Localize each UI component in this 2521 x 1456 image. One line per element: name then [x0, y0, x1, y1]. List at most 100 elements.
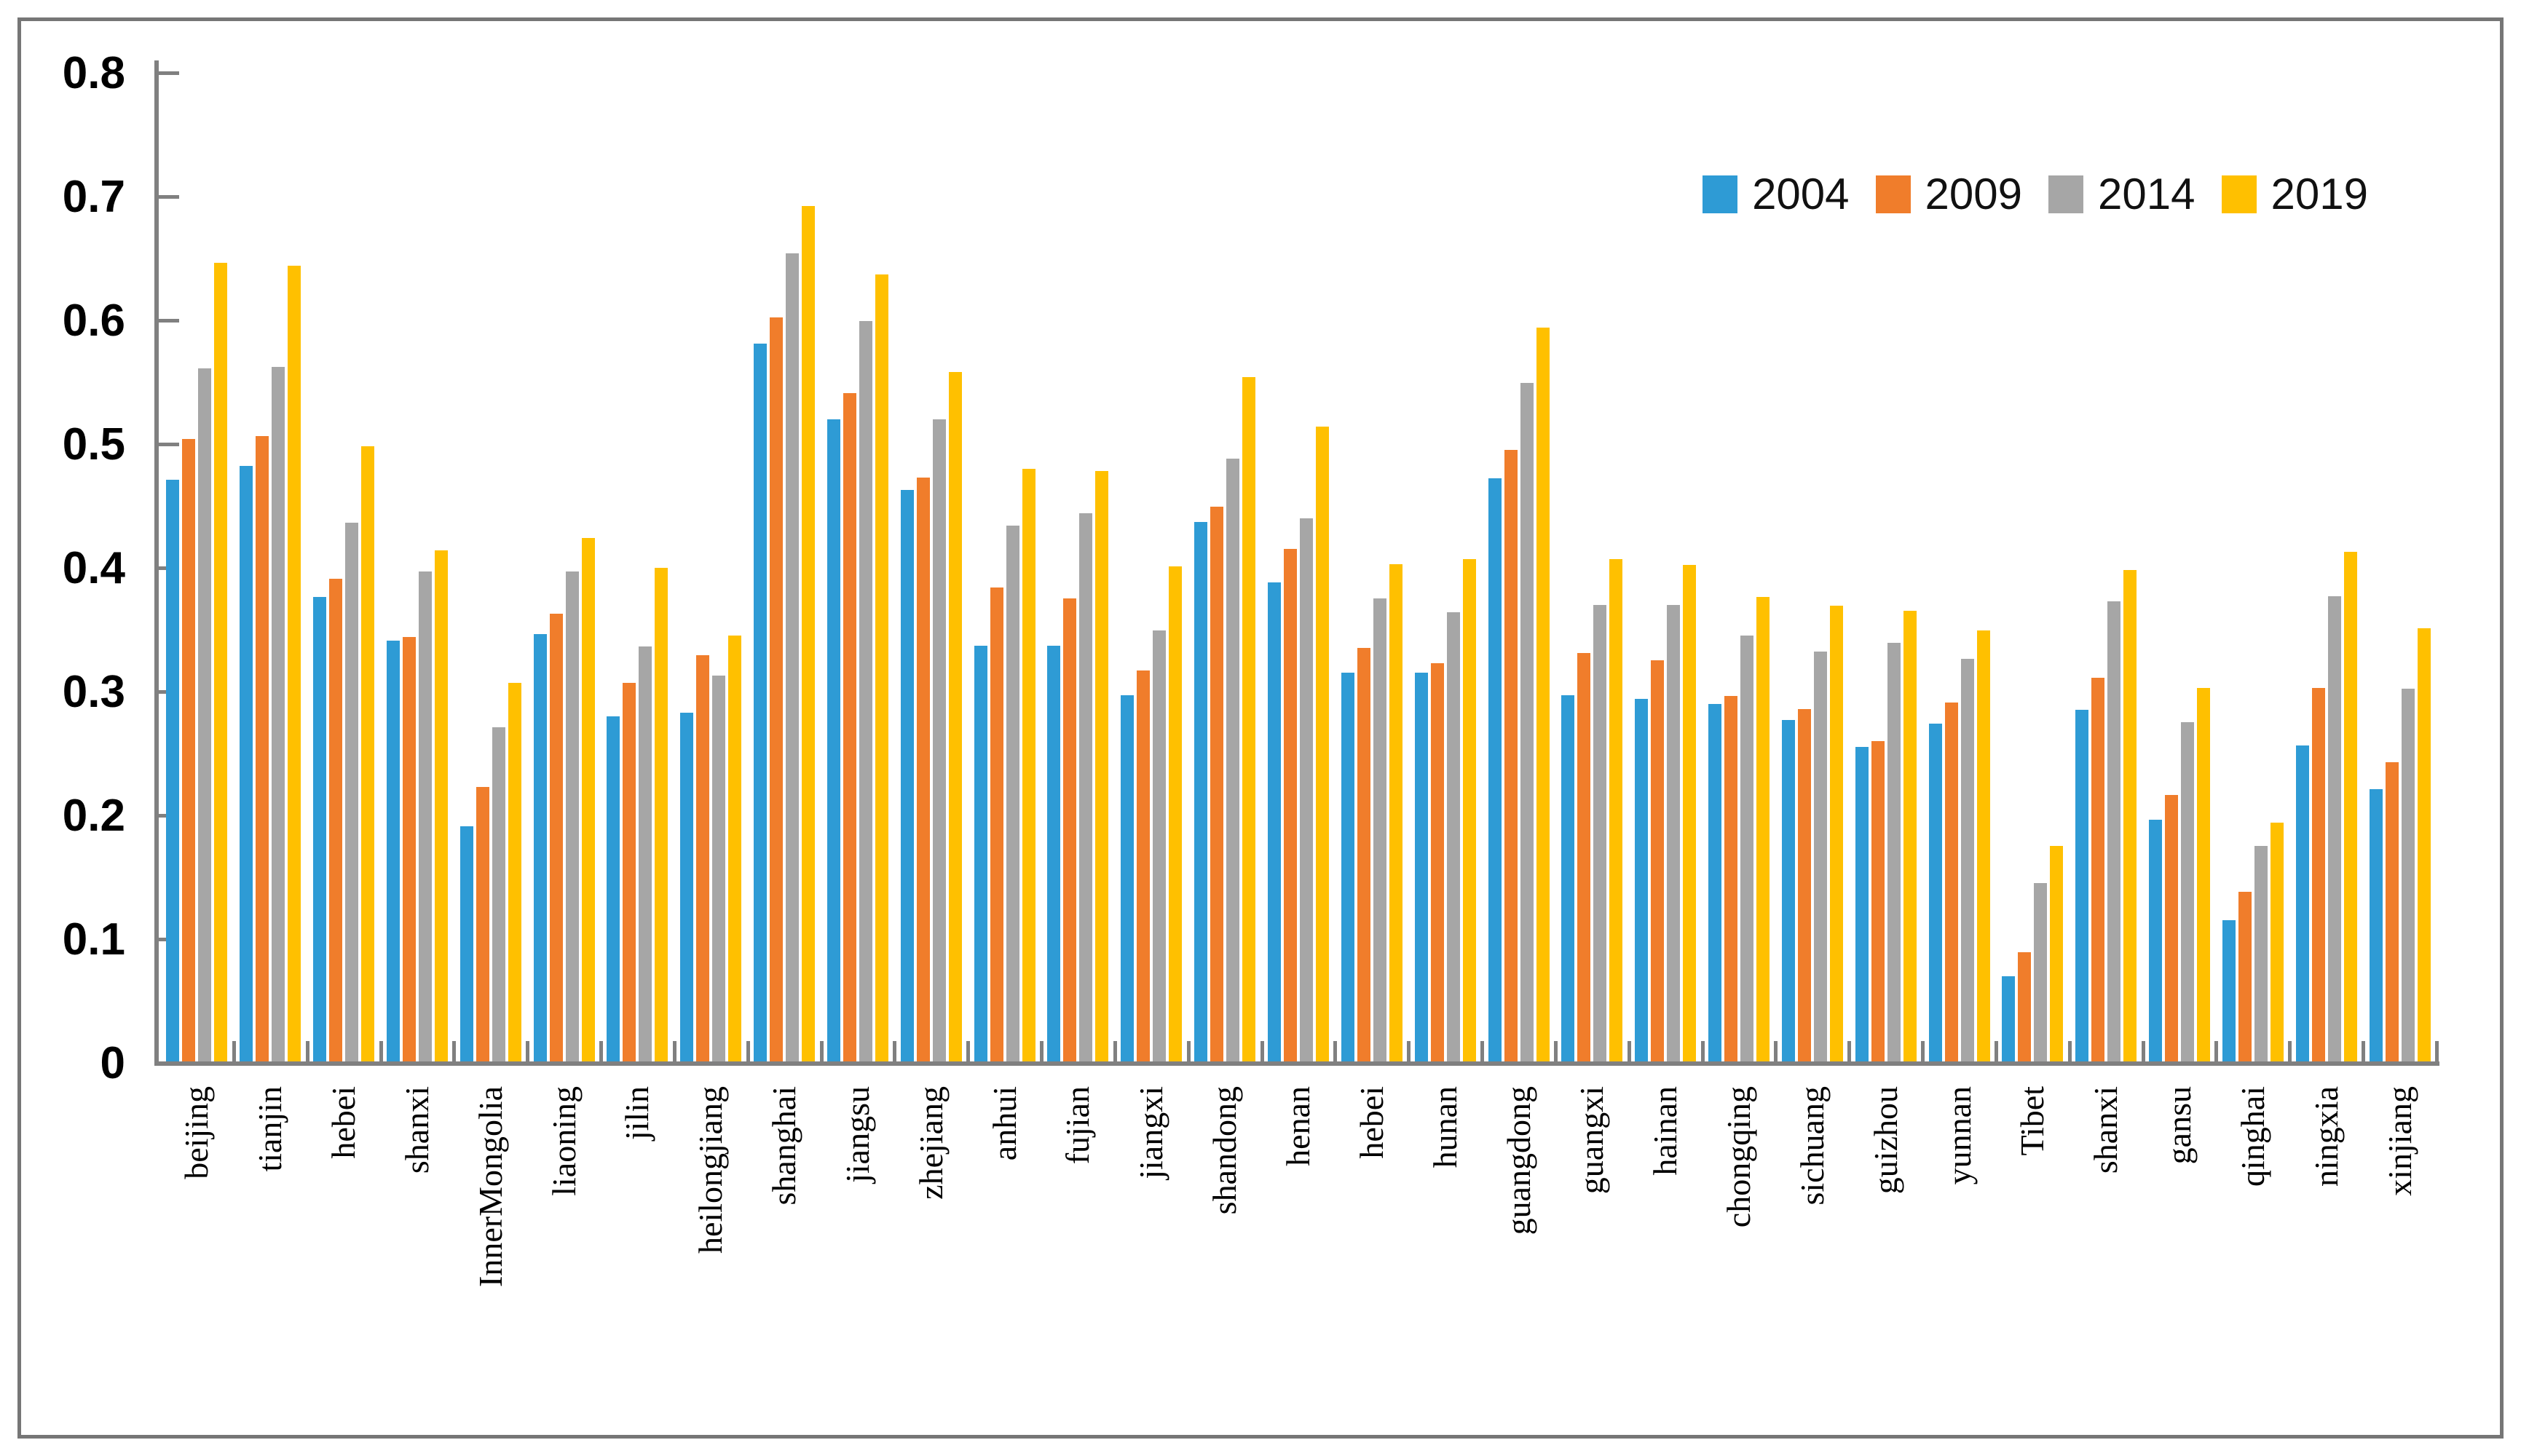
- x-axis-label: henan: [1279, 1086, 1317, 1166]
- bar-liaoning-2009: [549, 614, 563, 1061]
- bar-group-fujian: [1041, 71, 1115, 1061]
- x-axis-tick: [1700, 1041, 1705, 1061]
- bar-group-hunan: [1408, 71, 1482, 1061]
- bar-group-shandong: [1188, 71, 1262, 1061]
- bar-hebei-2009: [329, 579, 343, 1061]
- bar-qinghai-2014: [2254, 846, 2268, 1061]
- bar-jiangxi-2009: [1137, 670, 1151, 1061]
- bar-xinjiang-2004: [2369, 789, 2383, 1061]
- bar-guizhou-2009: [1871, 741, 1885, 1061]
- bar-zhejiang-2014: [932, 419, 946, 1061]
- bar-fujian-2014: [1079, 513, 1093, 1061]
- legend-item-2004: 2004: [1703, 169, 1850, 219]
- bar-shandong-2014: [1226, 459, 1240, 1061]
- x-axis-tick: [2362, 1041, 2366, 1061]
- bar-group-hebei: [1335, 71, 1408, 1061]
- bar-liaoning-2014: [565, 571, 579, 1061]
- bar-yunnan-2019: [1976, 630, 1990, 1061]
- bar-group-yunnan: [1922, 71, 1996, 1061]
- x-axis-tick: [1186, 1041, 1191, 1061]
- bar-anhui-2019: [1022, 469, 1035, 1061]
- x-axis-tick: [1774, 1041, 1778, 1061]
- bar-tianjin-2019: [288, 266, 301, 1061]
- bar-Tibet-2014: [2034, 883, 2048, 1061]
- bar-shanxi-2019: [2123, 570, 2137, 1061]
- x-axis-label: Tibet: [2013, 1086, 2051, 1156]
- bar-heilongjiang-2004: [680, 713, 694, 1061]
- legend-label: 2014: [2098, 170, 2195, 218]
- bar-beijing-2009: [182, 439, 196, 1061]
- bar-jiangxi-2014: [1153, 630, 1167, 1061]
- bar-group-beijing: [160, 71, 234, 1061]
- x-axis-tick: [1627, 1041, 1631, 1061]
- bar-tianjin-2009: [256, 436, 269, 1061]
- x-axis-label: chongqing: [1720, 1086, 1758, 1228]
- bar-shanghai-2014: [786, 253, 800, 1061]
- x-axis-line: [154, 1061, 2439, 1066]
- x-axis-label: shanghai: [765, 1086, 803, 1206]
- x-axis-label: guangxi: [1573, 1086, 1611, 1195]
- bar-group-zhejiang: [894, 71, 968, 1061]
- bar-group-tianjin: [234, 71, 307, 1061]
- x-axis-label: jiangxi: [1132, 1086, 1170, 1179]
- bar-guangxi-2004: [1561, 695, 1575, 1061]
- bar-anhui-2004: [974, 646, 987, 1061]
- bar-ningxia-2009: [2311, 688, 2325, 1061]
- bar-shanghai-2004: [754, 344, 768, 1061]
- bar-shanxi-2004: [2075, 710, 2089, 1061]
- x-axis-tick: [2435, 1041, 2439, 1061]
- x-axis-label: yunnan: [1940, 1086, 1978, 1185]
- x-axis-label: sichuang: [1793, 1086, 1831, 1206]
- bar-shanghai-2009: [770, 317, 784, 1061]
- legend-swatch-2014: [2048, 175, 2084, 213]
- bar-group-jiangxi: [1115, 71, 1188, 1061]
- bar-group-xinjiang: [2363, 71, 2437, 1061]
- bar-shanxi-2009: [2091, 678, 2105, 1061]
- y-axis-tick-label: 0: [100, 1038, 125, 1088]
- x-axis-label: tianjin: [251, 1086, 289, 1172]
- bar-Tibet-2009: [2018, 952, 2032, 1061]
- x-axis-tick: [1113, 1041, 1117, 1061]
- bar-hebei-2019: [361, 446, 375, 1061]
- bar-jiangsu-2014: [859, 321, 872, 1061]
- bar-shanxi-2014: [418, 571, 432, 1061]
- y-axis-tick-label: 0.6: [62, 296, 125, 346]
- bar-jiangsu-2009: [843, 393, 856, 1061]
- bar-henan-2004: [1267, 582, 1281, 1061]
- x-axis-tick: [746, 1041, 750, 1061]
- bar-beijing-2014: [198, 368, 212, 1061]
- bar-hunan-2014: [1446, 612, 1460, 1061]
- x-axis-label: gansu: [2161, 1086, 2198, 1165]
- bar-heilongjiang-2014: [712, 676, 726, 1061]
- x-axis-tick: [2214, 1041, 2219, 1061]
- bar-sichuang-2009: [1797, 709, 1811, 1061]
- x-axis-label: ningxia: [2307, 1086, 2345, 1187]
- bar-jilin-2019: [655, 568, 668, 1061]
- legend-swatch-2004: [1703, 175, 1738, 213]
- legend-swatch-2019: [2221, 175, 2257, 213]
- bar-fujian-2009: [1063, 598, 1077, 1061]
- x-axis-label: shanxi: [398, 1086, 435, 1174]
- bar-ningxia-2014: [2327, 596, 2341, 1061]
- x-axis-tick: [1040, 1041, 1044, 1061]
- x-axis-tick: [1994, 1041, 1998, 1061]
- x-axis-tick: [1921, 1041, 1925, 1061]
- bar-gansu-2009: [2165, 795, 2179, 1061]
- x-axis-tick: [2288, 1041, 2292, 1061]
- bar-group-guangxi: [1555, 71, 1629, 1061]
- bar-hunan-2009: [1430, 663, 1444, 1061]
- bar-guangxi-2019: [1609, 559, 1623, 1061]
- y-axis-tick: [157, 195, 179, 199]
- x-axis-label: xinjiang: [2380, 1086, 2418, 1196]
- bar-fujian-2004: [1047, 646, 1061, 1061]
- x-axis-label: guangdong: [1499, 1086, 1537, 1235]
- bar-gansu-2004: [2149, 820, 2163, 1061]
- bar-yunnan-2014: [1960, 659, 1974, 1061]
- x-axis-tick: [305, 1041, 309, 1061]
- bar-jiangsu-2004: [826, 419, 840, 1061]
- bar-guangdong-2004: [1488, 478, 1502, 1061]
- legend-item-2014: 2014: [2048, 169, 2195, 219]
- bar-chongqing-2019: [1756, 597, 1770, 1061]
- bar-group-hebei: [307, 71, 381, 1061]
